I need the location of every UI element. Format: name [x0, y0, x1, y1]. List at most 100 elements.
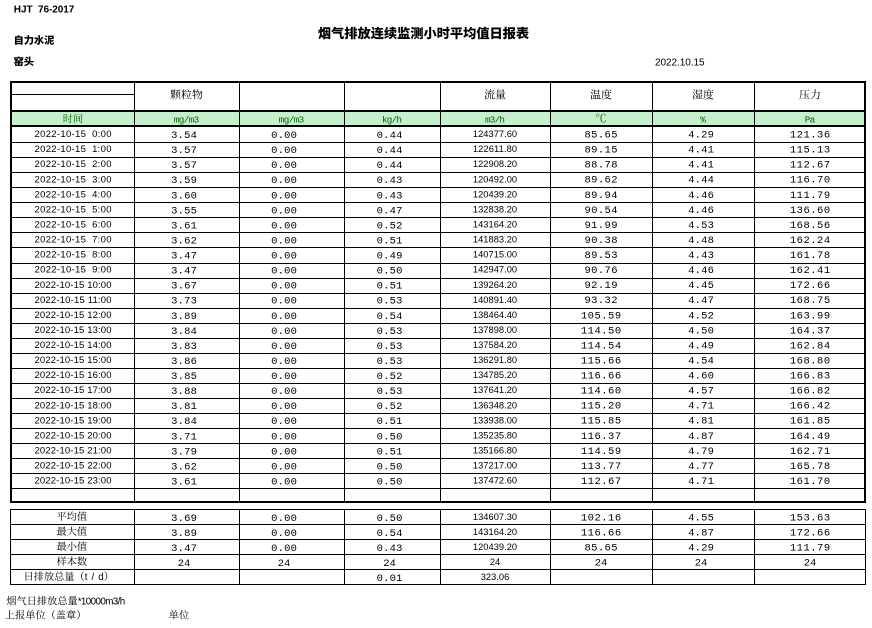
svg-text:168.75: 168.75: [790, 295, 830, 307]
svg-text:4.50: 4.50: [688, 325, 714, 337]
svg-text:112.67: 112.67: [581, 476, 621, 488]
svg-text:mg/m3: mg/m3: [279, 114, 304, 125]
svg-text:3.47: 3.47: [171, 266, 197, 278]
svg-text:166.42: 166.42: [790, 401, 830, 413]
svg-text:162.84: 162.84: [790, 340, 830, 352]
svg-text:114.60: 114.60: [581, 386, 621, 398]
svg-text:164.37: 164.37: [790, 325, 830, 337]
svg-text:0.00: 0.00: [271, 190, 297, 202]
svg-text:2022-10-15 21:00: 2022-10-15 21:00: [35, 445, 112, 456]
svg-text:0.53: 0.53: [377, 386, 403, 398]
svg-text:2022-10-15 5:00: 2022-10-15 5:00: [35, 204, 112, 215]
svg-text:3.57: 3.57: [171, 145, 197, 157]
svg-text:3.89: 3.89: [171, 528, 197, 540]
svg-text:88.78: 88.78: [585, 160, 618, 172]
svg-text:3.47: 3.47: [171, 251, 197, 263]
svg-text:0.51: 0.51: [377, 281, 403, 293]
svg-text:0.00: 0.00: [271, 175, 297, 187]
svg-text:3.69: 3.69: [171, 513, 197, 525]
svg-text:0.00: 0.00: [271, 528, 297, 540]
svg-text:113.77: 113.77: [581, 461, 621, 473]
svg-text:4.41: 4.41: [688, 160, 714, 172]
svg-text:0.51: 0.51: [377, 446, 403, 458]
svg-text:0.00: 0.00: [271, 461, 297, 473]
svg-text:0.00: 0.00: [271, 386, 297, 398]
svg-text:0.00: 0.00: [271, 401, 297, 413]
svg-text:2022.10.15: 2022.10.15: [655, 58, 705, 69]
svg-text:0.44: 0.44: [377, 145, 403, 157]
svg-text:0.00: 0.00: [271, 130, 297, 142]
svg-text:89.53: 89.53: [585, 250, 618, 262]
svg-text:165.78: 165.78: [790, 461, 830, 473]
svg-text:105.59: 105.59: [581, 310, 621, 322]
svg-text:2022-10-15 6:00: 2022-10-15 6:00: [35, 219, 112, 230]
svg-text:168.80: 168.80: [790, 355, 830, 367]
svg-text:115.20: 115.20: [581, 401, 621, 413]
svg-text:2022-10-15 8:00: 2022-10-15 8:00: [35, 250, 112, 261]
svg-text:*10000m3/h: *10000m3/h: [78, 596, 126, 607]
svg-text:2022-10-15 13:00: 2022-10-15 13:00: [35, 325, 112, 336]
svg-text:3.47: 3.47: [171, 543, 197, 555]
svg-text:4.57: 4.57: [688, 386, 714, 398]
svg-text:0.00: 0.00: [271, 477, 297, 489]
svg-text:4.55: 4.55: [688, 512, 714, 524]
svg-text:85.65: 85.65: [585, 130, 618, 142]
svg-text:111.79: 111.79: [790, 190, 830, 202]
svg-text:137472.60: 137472.60: [473, 476, 517, 486]
svg-text:m3/h: m3/h: [485, 114, 505, 125]
svg-text:0.43: 0.43: [377, 543, 403, 555]
svg-text:3.84: 3.84: [171, 416, 197, 428]
svg-text:89.62: 89.62: [585, 175, 618, 187]
svg-text:0.00: 0.00: [271, 543, 297, 555]
svg-text:0.01: 0.01: [377, 573, 403, 585]
svg-text:136348.20: 136348.20: [473, 400, 517, 410]
svg-text:4.48: 4.48: [688, 235, 714, 247]
svg-text:0.00: 0.00: [271, 251, 297, 263]
svg-text:2022-10-15 2:00: 2022-10-15 2:00: [35, 159, 112, 170]
svg-text:4.71: 4.71: [688, 476, 714, 488]
svg-text:3.61: 3.61: [171, 220, 197, 232]
svg-text:0.00: 0.00: [271, 311, 297, 323]
svg-text:162.41: 162.41: [790, 265, 830, 277]
svg-text:141883.20: 141883.20: [473, 235, 517, 245]
svg-text:102.16: 102.16: [581, 512, 621, 524]
svg-text:120492.00: 120492.00: [473, 174, 517, 184]
svg-text:162.24: 162.24: [790, 235, 830, 247]
svg-text:4.52: 4.52: [688, 310, 714, 322]
svg-text:4.43: 4.43: [688, 250, 714, 262]
svg-text:0.50: 0.50: [377, 477, 403, 489]
svg-text:0.50: 0.50: [377, 431, 403, 443]
svg-text:2022-10-15 11:00: 2022-10-15 11:00: [35, 295, 112, 306]
svg-text:4.53: 4.53: [688, 220, 714, 232]
svg-text:4.79: 4.79: [688, 446, 714, 458]
svg-text:161.70: 161.70: [790, 476, 830, 488]
svg-text:0.00: 0.00: [271, 326, 297, 338]
svg-text:112.67: 112.67: [790, 160, 830, 172]
svg-text:114.59: 114.59: [581, 446, 621, 458]
svg-text:115.85: 115.85: [581, 416, 621, 428]
svg-text:2022-10-15 1:00: 2022-10-15 1:00: [35, 144, 112, 155]
svg-text:122908.20: 122908.20: [473, 159, 517, 169]
svg-text:24: 24: [490, 557, 500, 567]
svg-text:4.60: 4.60: [688, 371, 714, 383]
svg-text:116.66: 116.66: [581, 527, 621, 539]
svg-text:124377.60: 124377.60: [473, 129, 517, 139]
svg-text:114.54: 114.54: [581, 340, 621, 352]
svg-text:93.32: 93.32: [585, 295, 618, 307]
svg-text:3.81: 3.81: [171, 401, 197, 413]
svg-text:3.62: 3.62: [171, 235, 197, 247]
svg-text:163.99: 163.99: [790, 310, 830, 322]
svg-text:115.13: 115.13: [790, 145, 830, 157]
svg-text:4.46: 4.46: [688, 190, 714, 202]
svg-text:161.85: 161.85: [790, 416, 830, 428]
svg-text:137217.00: 137217.00: [473, 461, 517, 471]
svg-text:3.86: 3.86: [171, 356, 197, 368]
svg-text:2022-10-15 16:00: 2022-10-15 16:00: [35, 370, 112, 381]
svg-text:24: 24: [278, 558, 291, 570]
svg-text:3.88: 3.88: [171, 386, 197, 398]
svg-text:138464.40: 138464.40: [473, 310, 517, 320]
svg-text:3.84: 3.84: [171, 326, 197, 338]
svg-text:2022-10-15 23:00: 2022-10-15 23:00: [35, 476, 112, 487]
svg-text:120439.20: 120439.20: [473, 542, 517, 552]
svg-text:0.53: 0.53: [377, 296, 403, 308]
